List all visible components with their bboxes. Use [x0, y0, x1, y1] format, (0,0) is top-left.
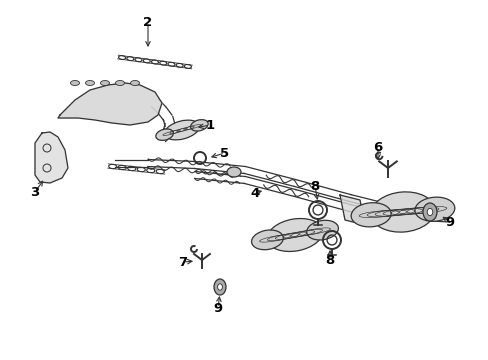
Text: 7: 7 — [178, 256, 187, 269]
Text: 6: 6 — [373, 140, 382, 153]
Polygon shape — [339, 195, 364, 225]
Ellipse shape — [190, 120, 208, 131]
Ellipse shape — [251, 230, 283, 250]
Ellipse shape — [422, 203, 436, 221]
Text: 9: 9 — [445, 216, 454, 229]
Ellipse shape — [156, 129, 173, 140]
Text: 3: 3 — [30, 185, 40, 198]
Text: 5: 5 — [220, 147, 229, 159]
Text: 9: 9 — [213, 302, 222, 315]
Ellipse shape — [217, 284, 222, 290]
Polygon shape — [35, 132, 68, 183]
Text: 1: 1 — [205, 118, 214, 131]
Ellipse shape — [370, 192, 434, 232]
Ellipse shape — [164, 120, 199, 140]
Text: 8: 8 — [325, 253, 334, 266]
Ellipse shape — [101, 81, 109, 86]
Ellipse shape — [267, 219, 322, 252]
Ellipse shape — [414, 197, 454, 221]
Ellipse shape — [85, 81, 94, 86]
Text: 2: 2 — [143, 15, 152, 28]
Ellipse shape — [350, 203, 390, 227]
Polygon shape — [58, 83, 162, 125]
Ellipse shape — [115, 81, 124, 86]
Text: 8: 8 — [310, 180, 319, 193]
Ellipse shape — [427, 208, 432, 216]
Ellipse shape — [130, 81, 139, 86]
Ellipse shape — [214, 279, 225, 295]
Ellipse shape — [70, 81, 80, 86]
Ellipse shape — [306, 220, 338, 240]
Text: 4: 4 — [250, 186, 259, 199]
Ellipse shape — [226, 167, 241, 177]
